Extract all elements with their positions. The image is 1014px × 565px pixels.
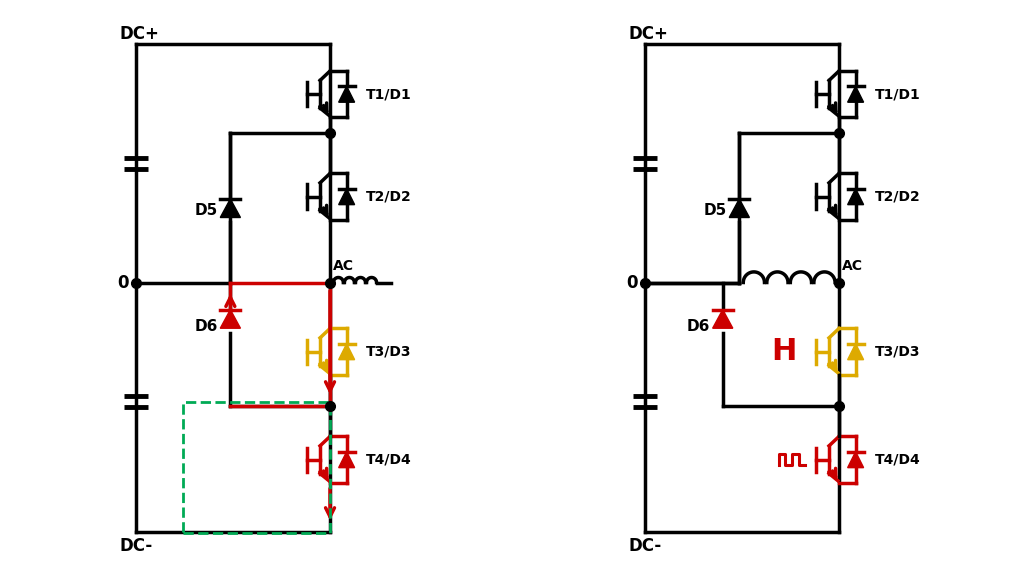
Polygon shape bbox=[339, 86, 355, 102]
Polygon shape bbox=[220, 310, 240, 328]
Text: DC-: DC- bbox=[120, 537, 153, 555]
Text: DC+: DC+ bbox=[629, 25, 668, 43]
Polygon shape bbox=[848, 86, 864, 102]
Text: AC: AC bbox=[333, 259, 354, 273]
Text: AC: AC bbox=[842, 259, 863, 273]
Polygon shape bbox=[339, 451, 355, 468]
Text: T3/D3: T3/D3 bbox=[366, 345, 412, 359]
Polygon shape bbox=[729, 199, 749, 218]
Text: 0: 0 bbox=[117, 273, 129, 292]
Text: D5: D5 bbox=[704, 203, 727, 218]
Text: D5: D5 bbox=[195, 203, 218, 218]
Text: DC-: DC- bbox=[629, 537, 662, 555]
Text: H: H bbox=[771, 337, 796, 366]
Text: D6: D6 bbox=[686, 319, 710, 334]
Text: T3/D3: T3/D3 bbox=[875, 345, 921, 359]
Text: T2/D2: T2/D2 bbox=[366, 190, 412, 203]
Text: T2/D2: T2/D2 bbox=[875, 190, 921, 203]
Polygon shape bbox=[339, 344, 355, 360]
Polygon shape bbox=[220, 199, 240, 218]
Text: T1/D1: T1/D1 bbox=[366, 87, 412, 101]
Polygon shape bbox=[848, 344, 864, 360]
Text: D6: D6 bbox=[195, 319, 218, 334]
Polygon shape bbox=[339, 189, 355, 205]
Text: 0: 0 bbox=[626, 273, 638, 292]
Polygon shape bbox=[848, 189, 864, 205]
Bar bbox=[184, 402, 330, 533]
Text: T1/D1: T1/D1 bbox=[875, 87, 921, 101]
Polygon shape bbox=[848, 451, 864, 468]
Text: T4/D4: T4/D4 bbox=[366, 453, 412, 467]
Text: T4/D4: T4/D4 bbox=[875, 453, 921, 467]
Text: DC+: DC+ bbox=[120, 25, 159, 43]
Polygon shape bbox=[713, 310, 733, 328]
